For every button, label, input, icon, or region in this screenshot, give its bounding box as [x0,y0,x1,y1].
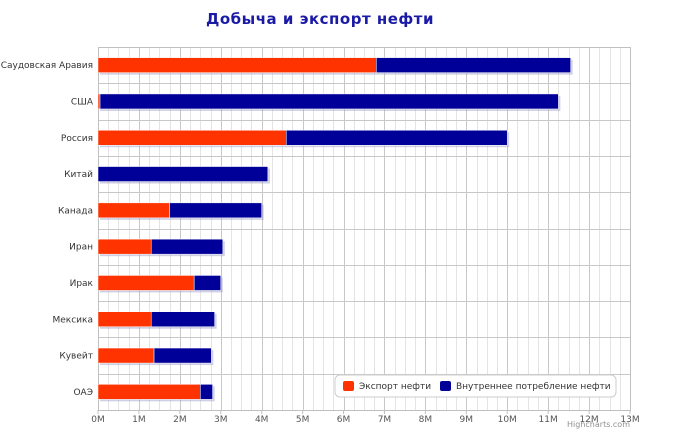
x-tick-label: 13M [620,415,639,425]
x-tick-label: 11M [539,415,558,425]
bar-export [97,384,201,400]
bar-domestic [169,202,262,219]
x-tick-label: 8M [419,415,433,425]
bar-domestic [200,384,213,400]
bar-export [97,57,377,73]
legend-label-domestic[interactable]: Внутреннее потребление нефти [456,382,611,392]
bars [97,57,573,402]
bar-export [97,202,170,219]
legend-box [334,374,617,398]
bar-group-cat-9 [97,384,215,402]
category-label: США [71,97,94,107]
x-tick-label: 4M [255,415,269,425]
bar-domestic [285,130,508,146]
x-tick-label: 6M [337,415,351,425]
category-label: Россия [61,134,93,144]
bar-group-cat-3 [97,166,270,184]
bar-domestic [153,347,212,364]
x-tick-label: 12M [579,415,598,425]
category-labels: Саудовская Аравия США Россия Китай Канада Ира… [1,61,94,398]
bar-group-cat-4 [97,202,264,220]
x-tick-label: 3M [214,415,228,425]
legend-label-export[interactable]: Экспорт нефти [359,382,431,392]
credits-link[interactable]: Highcharts.com [567,420,630,429]
x-tick-label: 5M [296,415,310,425]
category-label: Мексика [53,315,94,325]
category-label: Кувейт [59,352,93,362]
category-label: Саудовская Аравия [1,61,93,71]
chart-title: Добыча и экспорт нефти [206,10,434,28]
bar-export [97,93,101,110]
x-tick-label: 7M [378,415,392,425]
bar-domestic [150,238,224,255]
bar-group-cat-7 [97,311,217,329]
category-label: Ирак [70,279,94,289]
legend-swatch-export[interactable] [343,381,354,391]
bar-group-cat-1 [97,93,561,111]
bar-export [97,275,195,291]
bar-export [97,130,287,146]
category-label: ОАЭ [73,388,93,398]
x-axis-tick-labels: 0M 1M 2M 3M 4M 5M 6M 7M 8M 9M 10M 11M 12M 13M [91,410,640,425]
legend-swatch-domestic[interactable] [440,381,451,391]
category-label: Китай [64,170,93,180]
plot-border [98,47,631,411]
x-tick-label: 2M [173,415,187,425]
bar-domestic [150,311,215,327]
legend: Экспорт нефти Внутреннее потребление неф… [334,374,617,398]
x-tick-label: 9M [460,415,474,425]
category-label: Канада [58,206,93,216]
bar-export [97,311,152,327]
category-label: Иран [69,243,93,253]
bar-group-cat-2 [97,130,510,148]
bar-export [97,238,152,255]
x-tick-label: 0M [91,415,105,425]
bar-group-cat-5 [97,238,225,257]
bar-group-cat-0 [97,57,573,75]
bar-export [97,347,155,364]
x-tick-label: 10M [498,415,517,425]
bar-domestic [376,57,571,73]
bar-group-cat-6 [97,275,223,293]
bar-domestic [99,93,559,110]
bar-domestic [97,166,269,182]
bar-domestic [193,275,222,291]
bar-group-cat-8 [97,347,214,366]
x-tick-label: 1M [132,415,146,425]
